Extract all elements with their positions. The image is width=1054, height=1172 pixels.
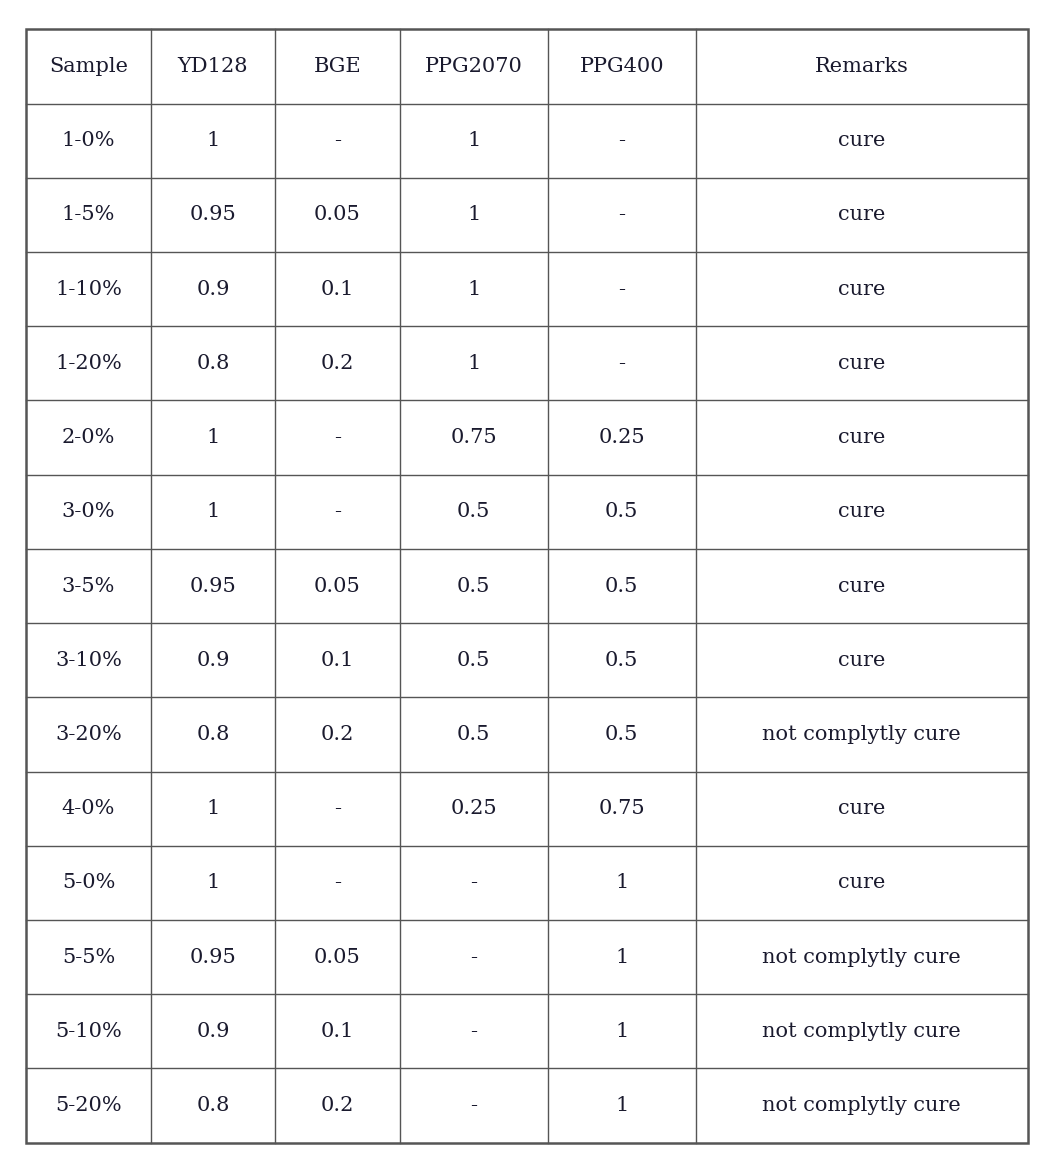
Text: 1: 1 xyxy=(467,131,481,150)
Text: 0.1: 0.1 xyxy=(320,1022,354,1041)
Text: cure: cure xyxy=(838,280,885,299)
Text: 0.8: 0.8 xyxy=(196,725,230,744)
Text: 0.05: 0.05 xyxy=(314,948,360,967)
Text: 0.8: 0.8 xyxy=(196,354,230,373)
Text: 1: 1 xyxy=(467,280,481,299)
Text: 1: 1 xyxy=(207,799,219,818)
Text: 0.25: 0.25 xyxy=(599,428,645,447)
Text: 3-10%: 3-10% xyxy=(55,650,122,669)
Text: cure: cure xyxy=(838,131,885,150)
Text: 0.5: 0.5 xyxy=(605,725,639,744)
Text: PPG2070: PPG2070 xyxy=(425,57,523,76)
Text: 1: 1 xyxy=(616,1022,628,1041)
Text: not complytly cure: not complytly cure xyxy=(762,1096,961,1115)
Text: 0.75: 0.75 xyxy=(599,799,645,818)
Text: cure: cure xyxy=(838,428,885,447)
Text: not complytly cure: not complytly cure xyxy=(762,948,961,967)
Text: 0.5: 0.5 xyxy=(605,650,639,669)
Text: 0.75: 0.75 xyxy=(450,428,497,447)
Text: -: - xyxy=(334,131,340,150)
Text: 1: 1 xyxy=(467,354,481,373)
Text: cure: cure xyxy=(838,205,885,224)
Text: 1: 1 xyxy=(207,428,219,447)
Text: 1-10%: 1-10% xyxy=(55,280,122,299)
Text: -: - xyxy=(619,354,625,373)
Text: 0.95: 0.95 xyxy=(190,205,236,224)
Text: cure: cure xyxy=(838,354,885,373)
Text: 0.8: 0.8 xyxy=(196,1096,230,1115)
Text: 3-0%: 3-0% xyxy=(62,503,115,522)
Text: not complytly cure: not complytly cure xyxy=(762,1022,961,1041)
Text: -: - xyxy=(619,205,625,224)
Text: 5-10%: 5-10% xyxy=(55,1022,122,1041)
Text: Sample: Sample xyxy=(50,57,128,76)
Text: 0.5: 0.5 xyxy=(605,577,639,595)
Text: -: - xyxy=(334,873,340,892)
Text: -: - xyxy=(619,280,625,299)
Text: -: - xyxy=(470,873,477,892)
Text: -: - xyxy=(470,1096,477,1115)
Text: -: - xyxy=(334,799,340,818)
Text: 2-0%: 2-0% xyxy=(62,428,115,447)
Text: 1: 1 xyxy=(467,205,481,224)
Text: 0.05: 0.05 xyxy=(314,577,360,595)
Text: 0.5: 0.5 xyxy=(605,503,639,522)
Text: 1: 1 xyxy=(207,503,219,522)
Text: BGE: BGE xyxy=(314,57,362,76)
Text: 5-0%: 5-0% xyxy=(62,873,115,892)
Text: cure: cure xyxy=(838,577,885,595)
Text: 4-0%: 4-0% xyxy=(62,799,115,818)
Text: 0.95: 0.95 xyxy=(190,948,236,967)
Text: YD128: YD128 xyxy=(178,57,249,76)
Text: 1-20%: 1-20% xyxy=(55,354,122,373)
Text: 0.2: 0.2 xyxy=(320,354,354,373)
Text: 3-5%: 3-5% xyxy=(62,577,115,595)
Text: 1-5%: 1-5% xyxy=(62,205,115,224)
Text: 0.2: 0.2 xyxy=(320,1096,354,1115)
Text: -: - xyxy=(334,503,340,522)
Text: -: - xyxy=(470,948,477,967)
Text: 5-5%: 5-5% xyxy=(62,948,115,967)
Text: 5-20%: 5-20% xyxy=(55,1096,122,1115)
Text: not complytly cure: not complytly cure xyxy=(762,725,961,744)
Text: 0.9: 0.9 xyxy=(196,1022,230,1041)
Text: 1-0%: 1-0% xyxy=(62,131,115,150)
Text: cure: cure xyxy=(838,650,885,669)
Text: 0.1: 0.1 xyxy=(320,650,354,669)
Text: PPG400: PPG400 xyxy=(580,57,664,76)
Text: -: - xyxy=(334,428,340,447)
Text: 0.5: 0.5 xyxy=(457,503,490,522)
Text: 1: 1 xyxy=(207,131,219,150)
Text: 1: 1 xyxy=(616,1096,628,1115)
Text: 0.95: 0.95 xyxy=(190,577,236,595)
Text: 0.5: 0.5 xyxy=(457,725,490,744)
Text: Remarks: Remarks xyxy=(815,57,909,76)
Text: 0.9: 0.9 xyxy=(196,280,230,299)
Text: 0.25: 0.25 xyxy=(450,799,497,818)
Text: -: - xyxy=(470,1022,477,1041)
Text: 0.9: 0.9 xyxy=(196,650,230,669)
Text: 1: 1 xyxy=(616,948,628,967)
Text: cure: cure xyxy=(838,503,885,522)
Text: 0.1: 0.1 xyxy=(320,280,354,299)
Text: 0.05: 0.05 xyxy=(314,205,360,224)
Text: 0.2: 0.2 xyxy=(320,725,354,744)
Text: cure: cure xyxy=(838,873,885,892)
Text: cure: cure xyxy=(838,799,885,818)
Text: 1: 1 xyxy=(207,873,219,892)
Text: 0.5: 0.5 xyxy=(457,577,490,595)
Text: 1: 1 xyxy=(616,873,628,892)
Text: 3-20%: 3-20% xyxy=(55,725,122,744)
Text: 0.5: 0.5 xyxy=(457,650,490,669)
Text: -: - xyxy=(619,131,625,150)
